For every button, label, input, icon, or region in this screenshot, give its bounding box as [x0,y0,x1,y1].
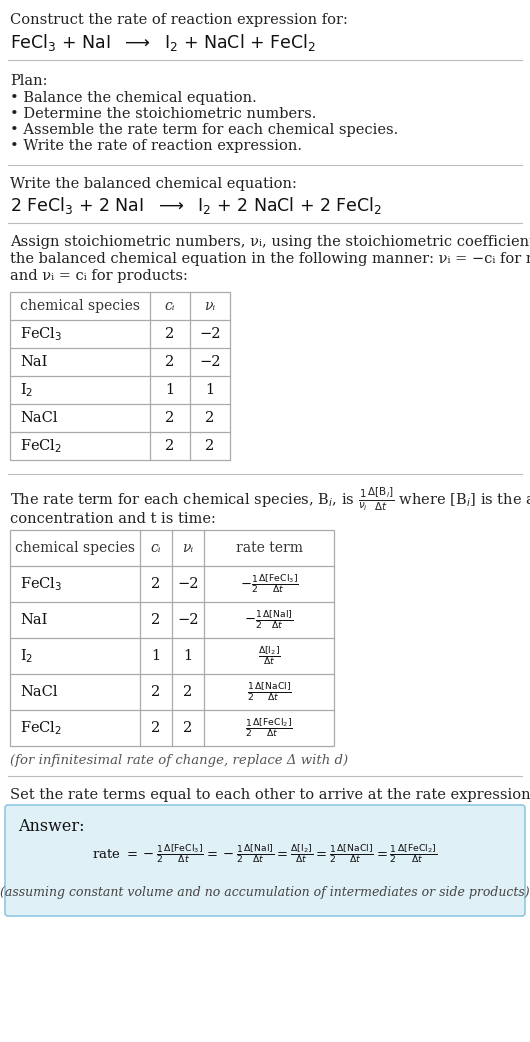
Text: 2: 2 [165,355,174,369]
Text: NaCl: NaCl [20,411,57,425]
Text: 2 $\mathregular{FeCl_3}$ + 2 NaI  $\longrightarrow$  $\mathregular{I_2}$ + 2 NaC: 2 $\mathregular{FeCl_3}$ + 2 NaI $\longr… [10,195,382,216]
Text: 1: 1 [152,649,161,663]
Text: $\frac{\Delta[\mathrm{I_2}]}{\Delta t}$: $\frac{\Delta[\mathrm{I_2}]}{\Delta t}$ [258,645,280,668]
Text: Answer:: Answer: [18,818,84,835]
Text: 2: 2 [206,439,215,453]
Text: Write the balanced chemical equation:: Write the balanced chemical equation: [10,177,297,191]
Text: Plan:: Plan: [10,74,48,88]
Text: Set the rate terms equal to each other to arrive at the rate expression:: Set the rate terms equal to each other t… [10,788,530,802]
Text: concentration and t is time:: concentration and t is time: [10,512,216,526]
Text: 2: 2 [165,411,174,425]
Text: 2: 2 [183,721,192,735]
Text: −2: −2 [199,355,221,369]
Text: 2: 2 [152,613,161,627]
Text: cᵢ: cᵢ [165,299,175,313]
Text: NaI: NaI [20,613,47,627]
Text: 2: 2 [152,721,161,735]
Text: • Balance the chemical equation.: • Balance the chemical equation. [10,91,257,105]
Text: the balanced chemical equation in the following manner: νᵢ = −cᵢ for reactants: the balanced chemical equation in the fo… [10,252,530,266]
Text: $\frac{1}{2}\frac{\Delta[\mathrm{FeCl_2}]}{\Delta t}$: $\frac{1}{2}\frac{\Delta[\mathrm{FeCl_2}… [245,717,293,740]
Text: −2: −2 [199,327,221,341]
Text: 1: 1 [206,383,215,397]
Text: NaCl: NaCl [20,685,57,699]
Text: 2: 2 [152,685,161,699]
FancyBboxPatch shape [5,805,525,916]
Text: rate term: rate term [235,541,303,555]
Bar [10,292,230,460]
Text: 2: 2 [206,411,215,425]
Text: $-\frac{1}{2}\frac{\Delta[\mathrm{NaI}]}{\Delta t}$: $-\frac{1}{2}\frac{\Delta[\mathrm{NaI}]}… [244,609,294,631]
Text: • Determine the stoichiometric numbers.: • Determine the stoichiometric numbers. [10,107,316,121]
Text: chemical species: chemical species [20,299,140,313]
Text: 2: 2 [165,327,174,341]
Text: I$_2$: I$_2$ [20,381,33,399]
Text: Assign stoichiometric numbers, νᵢ, using the stoichiometric coefficients, cᵢ, fr: Assign stoichiometric numbers, νᵢ, using… [10,235,530,249]
Text: The rate term for each chemical species, B$_i$, is $\frac{1}{\nu_i}\frac{\Delta[: The rate term for each chemical species,… [10,486,530,514]
Text: 2: 2 [165,439,174,453]
Text: cᵢ: cᵢ [151,541,161,555]
Text: • Assemble the rate term for each chemical species.: • Assemble the rate term for each chemic… [10,123,398,137]
Text: I$_2$: I$_2$ [20,647,33,665]
Text: −2: −2 [177,613,199,627]
Text: FeCl$_3$: FeCl$_3$ [20,575,63,593]
Text: (assuming constant volume and no accumulation of intermediates or side products): (assuming constant volume and no accumul… [0,886,530,899]
Text: FeCl$_3$: FeCl$_3$ [20,325,63,343]
Text: chemical species: chemical species [15,541,135,555]
Text: FeCl$_2$: FeCl$_2$ [20,438,62,455]
Text: • Write the rate of reaction expression.: • Write the rate of reaction expression. [10,139,302,153]
Text: νᵢ: νᵢ [205,299,216,313]
Text: $\frac{1}{2}\frac{\Delta[\mathrm{NaCl}]}{\Delta t}$: $\frac{1}{2}\frac{\Delta[\mathrm{NaCl}]}… [246,680,292,703]
Text: $-\frac{1}{2}\frac{\Delta[\mathrm{FeCl_3}]}{\Delta t}$: $-\frac{1}{2}\frac{\Delta[\mathrm{FeCl_3… [240,572,298,595]
Text: 1: 1 [165,383,174,397]
Text: 1: 1 [183,649,192,663]
Text: −2: −2 [177,577,199,591]
Text: NaI: NaI [20,355,47,369]
Text: (for infinitesimal rate of change, replace Δ with d): (for infinitesimal rate of change, repla… [10,754,348,767]
Bar [10,530,334,746]
Text: rate $= -\frac{1}{2}\frac{\Delta[\mathrm{FeCl_3}]}{\Delta t}$$ = -\frac{1}{2}\fr: rate $= -\frac{1}{2}\frac{\Delta[\mathrm… [92,842,438,865]
Text: $\mathregular{FeCl_3}$ + NaI  $\longrightarrow$  $\mathregular{I_2}$ + NaCl + $\: $\mathregular{FeCl_3}$ + NaI $\longright… [10,32,316,53]
Text: FeCl$_2$: FeCl$_2$ [20,719,62,737]
Text: 2: 2 [183,685,192,699]
Text: νᵢ: νᵢ [182,541,193,555]
Text: and νᵢ = cᵢ for products:: and νᵢ = cᵢ for products: [10,269,188,283]
Text: 2: 2 [152,577,161,591]
Text: Construct the rate of reaction expression for:: Construct the rate of reaction expressio… [10,13,348,27]
